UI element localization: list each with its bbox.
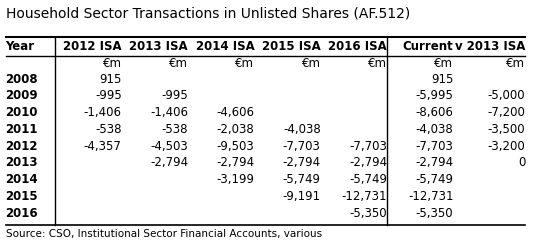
Text: 2011: 2011 xyxy=(6,123,38,136)
Text: -5,350: -5,350 xyxy=(349,207,387,220)
Text: -1,406: -1,406 xyxy=(84,106,122,119)
Text: -7,703: -7,703 xyxy=(349,140,387,153)
Text: -538: -538 xyxy=(95,123,122,136)
Text: €m: €m xyxy=(169,58,188,71)
Text: 2015 ISA: 2015 ISA xyxy=(262,40,321,53)
Text: -4,357: -4,357 xyxy=(84,140,122,153)
Text: -9,503: -9,503 xyxy=(217,140,254,153)
Text: 915: 915 xyxy=(100,73,122,86)
Text: -4,038: -4,038 xyxy=(283,123,321,136)
Text: -12,731: -12,731 xyxy=(342,190,387,203)
Text: -9,191: -9,191 xyxy=(283,190,321,203)
Text: €m: €m xyxy=(302,58,321,71)
Text: -8,606: -8,606 xyxy=(416,106,453,119)
Text: -2,794: -2,794 xyxy=(150,156,188,169)
Text: -1,406: -1,406 xyxy=(150,106,188,119)
Text: €m: €m xyxy=(103,58,122,71)
Text: Source: CSO, Institutional Sector Financial Accounts, various: Source: CSO, Institutional Sector Financ… xyxy=(6,229,322,239)
Text: 2013: 2013 xyxy=(6,156,38,169)
Text: 915: 915 xyxy=(431,73,453,86)
Text: -995: -995 xyxy=(95,89,122,102)
Text: Household Sector Transactions in Unlisted Shares (AF.512): Household Sector Transactions in Unliste… xyxy=(6,7,410,21)
Text: -995: -995 xyxy=(161,89,188,102)
Text: -3,199: -3,199 xyxy=(216,173,254,186)
Text: 2015: 2015 xyxy=(6,190,38,203)
Text: 2016 ISA: 2016 ISA xyxy=(328,40,387,53)
Text: -2,794: -2,794 xyxy=(349,156,387,169)
Text: 2014 ISA: 2014 ISA xyxy=(196,40,254,53)
Text: 0: 0 xyxy=(518,156,525,169)
Text: -4,606: -4,606 xyxy=(216,106,254,119)
Text: 2014: 2014 xyxy=(6,173,38,186)
Text: -4,503: -4,503 xyxy=(150,140,188,153)
Text: -2,038: -2,038 xyxy=(217,123,254,136)
Text: -2,794: -2,794 xyxy=(216,156,254,169)
Text: 2016: 2016 xyxy=(6,207,38,220)
Text: v 2013 ISA: v 2013 ISA xyxy=(455,40,525,53)
Text: €m: €m xyxy=(507,58,525,71)
Text: -5,749: -5,749 xyxy=(415,173,453,186)
Text: -12,731: -12,731 xyxy=(408,190,453,203)
Text: -5,000: -5,000 xyxy=(488,89,525,102)
Text: -2,794: -2,794 xyxy=(283,156,321,169)
Text: -5,995: -5,995 xyxy=(416,89,453,102)
Text: 2013 ISA: 2013 ISA xyxy=(129,40,188,53)
Text: 2008: 2008 xyxy=(6,73,38,86)
Text: -538: -538 xyxy=(161,123,188,136)
Text: -7,703: -7,703 xyxy=(283,140,321,153)
Text: -7,200: -7,200 xyxy=(488,106,525,119)
Text: Current: Current xyxy=(403,40,453,53)
Text: 2009: 2009 xyxy=(6,89,38,102)
Text: -5,350: -5,350 xyxy=(416,207,453,220)
Text: Year: Year xyxy=(6,40,35,53)
Text: 2010: 2010 xyxy=(6,106,38,119)
Text: -2,794: -2,794 xyxy=(415,156,453,169)
Text: -3,500: -3,500 xyxy=(488,123,525,136)
Text: 2012: 2012 xyxy=(6,140,38,153)
Text: -7,703: -7,703 xyxy=(416,140,453,153)
Text: -3,200: -3,200 xyxy=(488,140,525,153)
Text: €m: €m xyxy=(236,58,254,71)
Text: €m: €m xyxy=(435,58,453,71)
Text: -4,038: -4,038 xyxy=(416,123,453,136)
Text: €m: €m xyxy=(368,58,387,71)
Text: -5,749: -5,749 xyxy=(283,173,321,186)
Text: -5,749: -5,749 xyxy=(349,173,387,186)
Text: 2012 ISA: 2012 ISA xyxy=(63,40,122,53)
